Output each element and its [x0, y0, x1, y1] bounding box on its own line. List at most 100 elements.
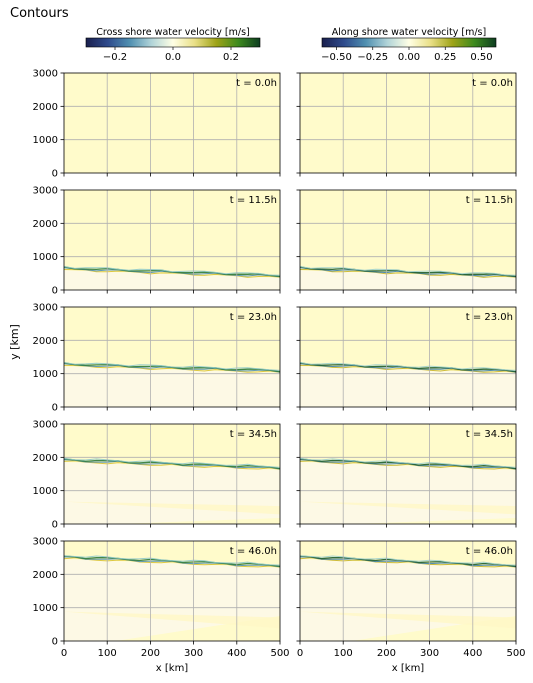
colorbar-label: Cross shore water velocity [m/s] — [96, 27, 249, 38]
y-tick-label: 3000 — [33, 303, 58, 314]
panel-r4-c1: 0 100 200 300 400 500 x [km] t = 46.0h — [296, 540, 526, 674]
front-contour-line — [63, 457, 281, 468]
y-tick-label: 0 — [52, 403, 58, 414]
y-tick-label: 1000 — [33, 135, 58, 146]
time-label: t = 34.5h — [466, 429, 513, 440]
wake-streak — [64, 501, 280, 515]
time-label: t = 34.5h — [230, 429, 277, 440]
front-contour-line — [63, 364, 281, 373]
y-tick-label: 3000 — [33, 69, 58, 80]
y-tick-label: 1000 — [33, 369, 58, 380]
field-background — [64, 73, 280, 173]
colorbar-tick-label: −0.25 — [357, 52, 388, 63]
wake-region — [300, 462, 516, 524]
colorbar-tick-label: 0.25 — [434, 52, 456, 63]
colorbar-label: Along shore water velocity [m/s] — [332, 27, 486, 38]
front-contour-line — [299, 557, 517, 568]
front-contour-line — [63, 555, 281, 566]
time-label: t = 11.5h — [466, 195, 513, 206]
wake-region — [64, 270, 280, 290]
wake-region — [64, 462, 280, 524]
panel-frame — [299, 540, 517, 642]
colorbar-tick-label: −0.2 — [103, 52, 127, 63]
front-contour-line — [299, 457, 517, 468]
panel-r1-c1: t = 11.5h — [296, 189, 517, 294]
y-tick-label: 1000 — [33, 252, 58, 263]
panel-r0-c0: 0 1000 2000 3000 t = 0.0h — [33, 69, 281, 180]
x-tick-label: 500 — [506, 648, 525, 659]
wake-region — [300, 270, 516, 290]
wake-region — [300, 366, 516, 407]
y-tick-label: 3000 — [33, 186, 58, 197]
wake-region — [64, 366, 280, 407]
colorbar-tick-label: 0.2 — [223, 52, 239, 63]
y-tick-label: 1000 — [33, 603, 58, 614]
x-tick-label: 300 — [184, 648, 203, 659]
front-contour-line — [299, 269, 517, 278]
y-axis-label: y [km] — [8, 324, 21, 360]
x-tick-label: 200 — [141, 648, 160, 659]
colorbar-tick-label: 0.00 — [398, 52, 420, 63]
y-tick-label: 3000 — [33, 420, 58, 431]
panel-r1-c0: 0 1000 2000 3000 t = 11.5h — [33, 186, 281, 297]
panel-frame — [299, 306, 517, 408]
x-axis-label: x [km] — [156, 663, 189, 674]
panel-frame — [63, 306, 281, 408]
front-contour-line — [299, 266, 517, 276]
colorbar-tick-label: 0.50 — [470, 52, 492, 63]
y-tick-label: 2000 — [33, 453, 58, 464]
time-label: t = 23.0h — [466, 312, 513, 323]
x-tick-label: 100 — [334, 648, 353, 659]
colorbar-tick-label: −0.50 — [321, 52, 352, 63]
field-background — [300, 73, 516, 173]
panel-frame — [63, 189, 281, 291]
time-label: t = 0.0h — [236, 78, 277, 89]
time-label: t = 0.0h — [472, 78, 513, 89]
colorbar — [85, 37, 261, 48]
front-contour-line — [63, 557, 281, 568]
front-contour-line — [63, 362, 281, 371]
y-tick-label: 2000 — [33, 570, 58, 581]
front-contour-line — [63, 266, 281, 276]
panel-frame — [299, 189, 517, 291]
panel-frame — [299, 72, 517, 174]
colorbar — [321, 37, 497, 48]
y-tick-label: 0 — [52, 286, 58, 297]
panel-r0-c1: t = 0.0h — [296, 72, 517, 177]
panel-r2-c1: t = 23.0h — [296, 306, 517, 411]
x-tick-label: 300 — [420, 648, 439, 659]
x-tick-label: 200 — [377, 648, 396, 659]
y-tick-label: 3000 — [33, 537, 58, 548]
time-label: t = 23.0h — [230, 312, 277, 323]
y-tick-label: 2000 — [33, 102, 58, 113]
colorbar-tick-label: 0.0 — [165, 52, 181, 63]
panel-r4-c0: 0 1000 2000 3000 0 100 200 300 400 500 x [km] t = 4… — [33, 537, 290, 675]
front-contour-line — [299, 364, 517, 373]
panel-frame — [63, 540, 281, 642]
panel-frame — [299, 423, 517, 525]
x-tick-label: 0 — [297, 648, 303, 659]
panel-frame — [63, 423, 281, 525]
x-tick-label: 400 — [227, 648, 246, 659]
figure-title: Contours — [10, 6, 69, 21]
x-tick-label: 400 — [463, 648, 482, 659]
x-tick-label: 0 — [61, 648, 67, 659]
y-tick-label: 0 — [52, 637, 58, 648]
panel-frame — [63, 72, 281, 174]
front-contour-line — [299, 460, 517, 470]
wake-streak — [300, 611, 516, 629]
panel-r2-c0: 0 1000 2000 3000 t = 23.0h — [33, 303, 281, 414]
y-tick-label: 0 — [52, 520, 58, 531]
front-contour-line — [299, 362, 517, 371]
time-label: t = 46.0h — [230, 546, 277, 557]
time-label: t = 11.5h — [230, 195, 277, 206]
panel-r3-c0: 0 1000 2000 3000 t = 34.5h — [33, 420, 281, 531]
wake-streak — [64, 611, 280, 629]
y-tick-label: 0 — [52, 169, 58, 180]
wake-streak — [300, 501, 516, 515]
panel-r3-c1: t = 34.5h — [296, 423, 517, 528]
x-tick-label: 100 — [98, 648, 117, 659]
front-contour-line — [63, 269, 281, 278]
y-tick-label: 2000 — [33, 336, 58, 347]
